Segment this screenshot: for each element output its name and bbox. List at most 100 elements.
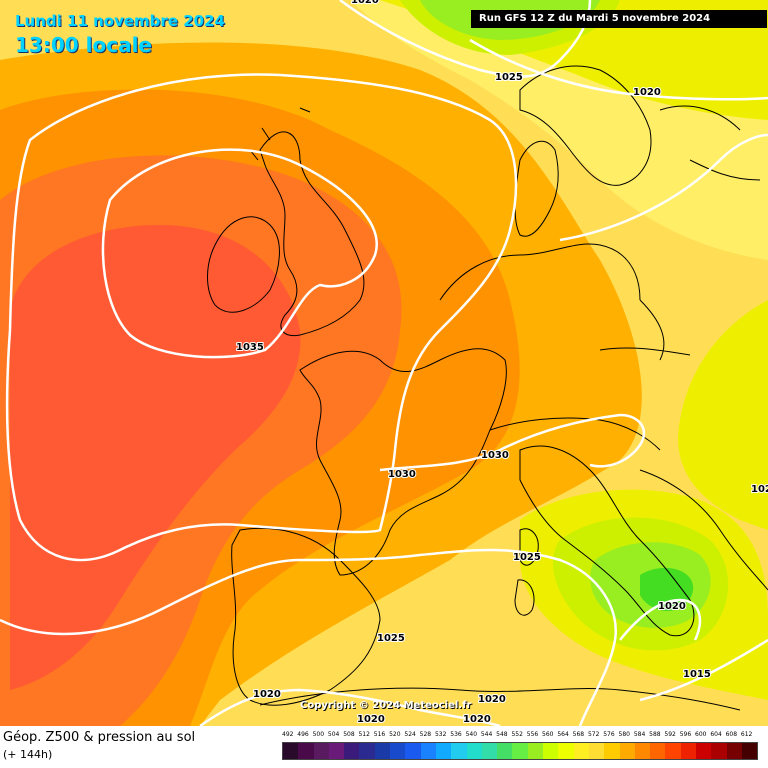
isobar-label-central: 1030 xyxy=(481,450,509,461)
legend-swatch xyxy=(680,743,697,759)
legend-value: 532 xyxy=(434,731,447,738)
legend-value: 496 xyxy=(297,731,309,738)
coast-france xyxy=(299,348,507,576)
legend-swatch xyxy=(420,743,436,759)
legend-swatch xyxy=(481,743,498,759)
legend-swatch xyxy=(390,743,406,759)
legend-value: 552 xyxy=(511,731,523,738)
legend-swatch xyxy=(466,743,482,759)
isobar-1015 xyxy=(639,638,768,702)
legend-value: 536 xyxy=(450,731,462,738)
isobar-label-africa-2: 1020 xyxy=(357,714,385,725)
forecast-range: (+ 144h) xyxy=(3,748,53,761)
legend-value: 604 xyxy=(710,731,722,738)
isobar-label-balkans: 1015 xyxy=(683,669,711,680)
legend-swatch xyxy=(741,743,758,759)
footer-bar: Géop. Z500 & pression au sol (+ 144h) 49… xyxy=(0,726,768,768)
coast-sardinia-corsica xyxy=(514,528,539,616)
isobar-1030 xyxy=(5,73,518,562)
legend-value: 492 xyxy=(282,731,294,738)
legend-swatch xyxy=(696,743,712,759)
legend-swatch xyxy=(451,743,467,759)
legend-colorbar xyxy=(282,742,759,760)
legend-value: 576 xyxy=(603,731,615,738)
legend-value: 596 xyxy=(679,731,692,738)
isobars xyxy=(0,0,768,728)
copyright: Copyright © 2024 Meteociel.fr xyxy=(300,700,472,711)
coast-benelux-germany xyxy=(439,243,641,301)
isobar-label-italy: 1020 xyxy=(658,601,686,612)
legend-value: 572 xyxy=(587,731,600,738)
coast-alps-border xyxy=(489,417,661,451)
legend-value: 504 xyxy=(327,731,340,738)
legend-swatch xyxy=(573,743,589,759)
legend-swatch xyxy=(543,743,559,759)
coast-poland-border xyxy=(599,299,691,361)
isobar-label-france-west: 1030 xyxy=(388,469,416,480)
legend-value: 508 xyxy=(343,731,355,738)
legend-swatch xyxy=(665,743,681,759)
model-run-label: Run GFS 12 Z du Mardi 5 novembre 2024 xyxy=(471,10,767,28)
isobar-1025 xyxy=(0,548,617,727)
legend-swatch xyxy=(405,743,421,759)
coastlines xyxy=(207,65,768,711)
legend-value: 568 xyxy=(572,731,585,738)
z500-zone-592 xyxy=(10,225,301,690)
legend-value: 560 xyxy=(542,731,554,738)
coast-scandinavia xyxy=(519,65,652,186)
legend-values: 492 496 500 504 508 512 516 520 524 528 532 536 540 5… xyxy=(282,731,756,738)
legend-swatch xyxy=(650,743,666,759)
legend-swatch xyxy=(588,743,605,759)
legend-value: 556 xyxy=(526,731,539,738)
legend-swatch xyxy=(359,743,375,759)
legend-value: 528 xyxy=(419,731,432,738)
legend-value: 564 xyxy=(557,731,569,738)
legend-value: 612 xyxy=(740,731,753,738)
isobar-1025-north xyxy=(339,0,592,78)
isobar-1020-italy xyxy=(619,598,702,641)
coast-baltic xyxy=(659,105,761,181)
isobar-1020-south xyxy=(199,688,501,728)
isobar-1020-east xyxy=(559,133,768,242)
legend-value: 524 xyxy=(404,731,416,738)
legend-value: 584 xyxy=(633,731,646,738)
isobar-label-ireland: 1035 xyxy=(236,342,264,353)
legend-value: 500 xyxy=(312,731,325,738)
legend-value: 512 xyxy=(358,731,370,738)
isobar-label-iberia: 1025 xyxy=(377,633,405,644)
legend-swatch xyxy=(283,743,299,759)
isobar-label-mediterranean: 1025 xyxy=(513,552,541,563)
coast-italy xyxy=(519,445,695,637)
z500-zone-572-south xyxy=(210,600,680,726)
product-title: Géop. Z500 & pression au sol xyxy=(3,730,196,745)
legend-swatch xyxy=(435,743,452,759)
legend-value: 588 xyxy=(649,731,661,738)
legend-swatch xyxy=(726,743,742,759)
coast-ireland xyxy=(207,216,280,313)
coast-denmark xyxy=(514,140,559,237)
isobar-1030-central xyxy=(379,413,646,472)
legend-swatch xyxy=(634,743,651,759)
z500-zone-564-east xyxy=(678,300,768,530)
legend-swatch xyxy=(619,743,635,759)
isobar-label-africa-3: 1020 xyxy=(463,714,491,725)
legend-swatch xyxy=(344,743,360,759)
isobar-label-northeast: 1020 xyxy=(633,87,661,98)
legend-value: 548 xyxy=(496,731,508,738)
legend-swatch xyxy=(558,743,574,759)
legend-value: 540 xyxy=(465,731,478,738)
isobar-label-top: 1020 xyxy=(351,0,379,6)
isobar-label-right-edge: 102 xyxy=(751,484,768,495)
coast-north-africa xyxy=(259,687,741,711)
legend-swatch xyxy=(527,743,544,759)
forecast-date: Lundi 11 novembre 2024 xyxy=(15,12,225,30)
isobar-1035 xyxy=(101,148,378,359)
forecast-time: 13:00 locale xyxy=(15,33,152,57)
legend-value: 520 xyxy=(389,731,401,738)
isobar-labels: 1020 1025 1020 1035 1030 1030 1025 1020 … xyxy=(235,0,768,726)
isobar-label-north: 1025 xyxy=(495,72,523,83)
legend-value: 544 xyxy=(480,731,493,738)
isobar-1020-ne xyxy=(469,38,768,101)
